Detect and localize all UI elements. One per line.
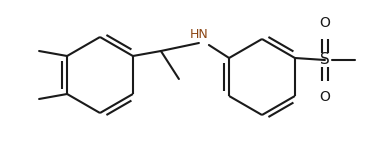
Text: HN: HN xyxy=(189,28,208,41)
Text: S: S xyxy=(320,53,330,67)
Text: O: O xyxy=(320,90,330,104)
Text: O: O xyxy=(320,16,330,30)
